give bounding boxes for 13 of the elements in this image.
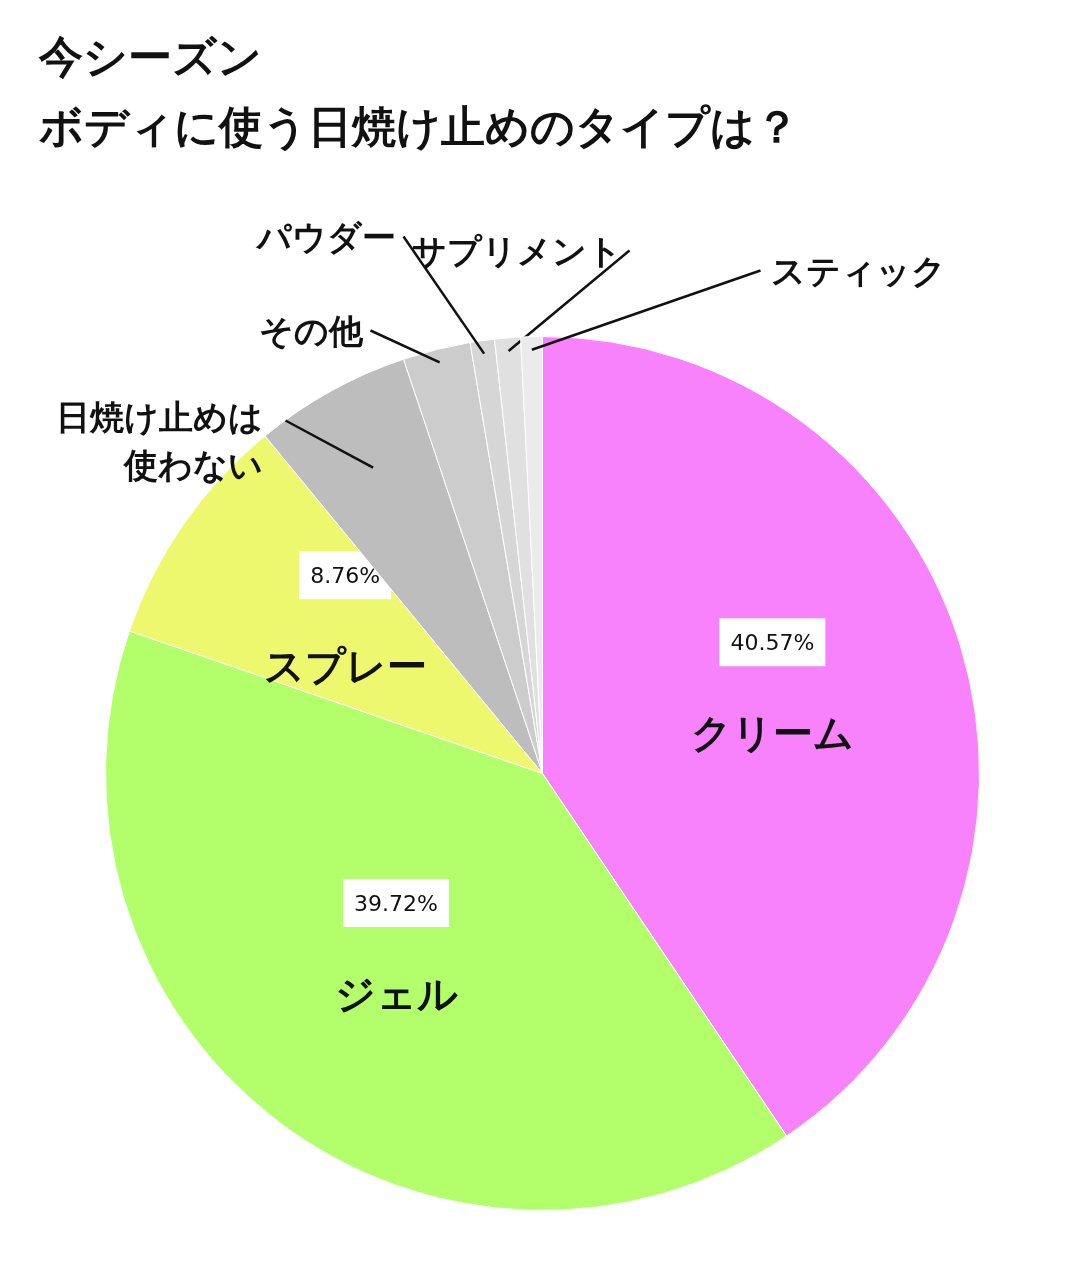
slice-label: ジェル xyxy=(334,971,458,1018)
chart-subtitle: ボディに使う日焼け止めのタイプは？ xyxy=(38,100,799,152)
slice-label: その他 xyxy=(258,310,364,351)
data-label: 40.57% xyxy=(730,629,815,655)
slice-label: サプリメント xyxy=(411,230,622,271)
slice-label: 日焼け止めは使わない xyxy=(55,396,263,485)
slice-label: スティック xyxy=(770,250,946,291)
slice-label: クリーム xyxy=(690,710,854,757)
slice-label: パウダー xyxy=(254,216,396,257)
slice-label: スプレー xyxy=(263,643,427,690)
data-label: 8.76% xyxy=(310,562,381,588)
data-label: 39.72% xyxy=(354,890,438,916)
chart-title: 今シーズン xyxy=(37,30,262,82)
